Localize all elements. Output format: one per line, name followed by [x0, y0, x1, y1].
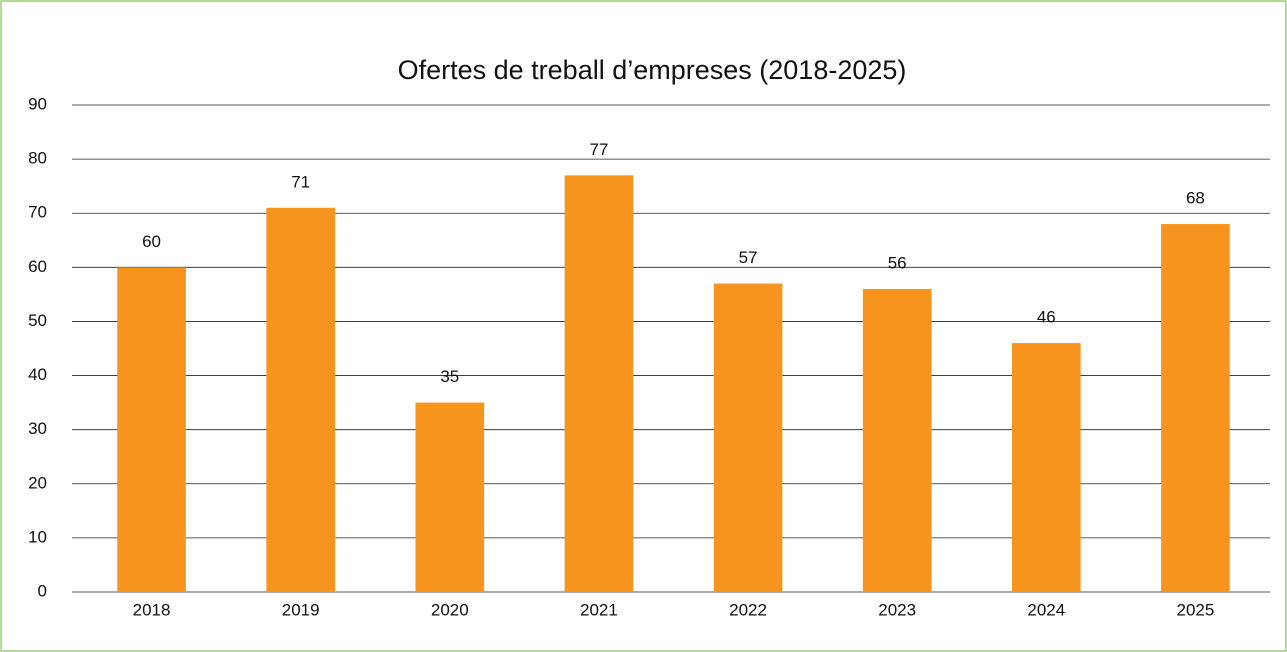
bar: [1161, 224, 1230, 593]
x-tick-label: 2023: [878, 600, 916, 619]
bar: [564, 175, 634, 592]
data-label: 56: [888, 253, 907, 272]
chart-title: Ofertes de treball d’empreses (2018-2025…: [398, 55, 907, 85]
data-label: 60: [142, 232, 161, 251]
y-tick-label: 90: [28, 94, 47, 113]
bar: [1012, 343, 1081, 592]
y-tick-label: 10: [28, 527, 47, 546]
y-tick-label: 30: [28, 419, 47, 438]
x-tick-label: 2024: [1027, 600, 1065, 619]
y-tick-label: 20: [28, 473, 47, 492]
bar: [117, 267, 186, 592]
x-tick-label: 2025: [1177, 600, 1215, 619]
y-tick-label: 70: [28, 203, 47, 222]
x-tick-label: 2019: [282, 600, 320, 619]
bar: [713, 283, 783, 592]
x-tick-label: 2018: [133, 600, 171, 619]
bar: [862, 288, 932, 592]
data-label: 68: [1186, 189, 1205, 208]
x-tick-label: 2022: [729, 600, 767, 619]
data-label: 57: [739, 248, 758, 267]
y-tick-label: 80: [28, 149, 47, 168]
y-tick-label: 0: [38, 581, 47, 600]
data-label: 77: [589, 140, 608, 159]
x-tick-label: 2021: [580, 600, 618, 619]
data-label: 46: [1037, 308, 1056, 327]
bar: [266, 207, 335, 593]
data-label: 35: [440, 367, 459, 386]
bar: [415, 402, 485, 592]
y-tick-label: 60: [28, 257, 47, 276]
data-label: 71: [291, 172, 310, 191]
y-tick-label: 50: [28, 311, 47, 330]
x-tick-label: 2020: [431, 600, 469, 619]
y-tick-label: 40: [28, 365, 47, 384]
